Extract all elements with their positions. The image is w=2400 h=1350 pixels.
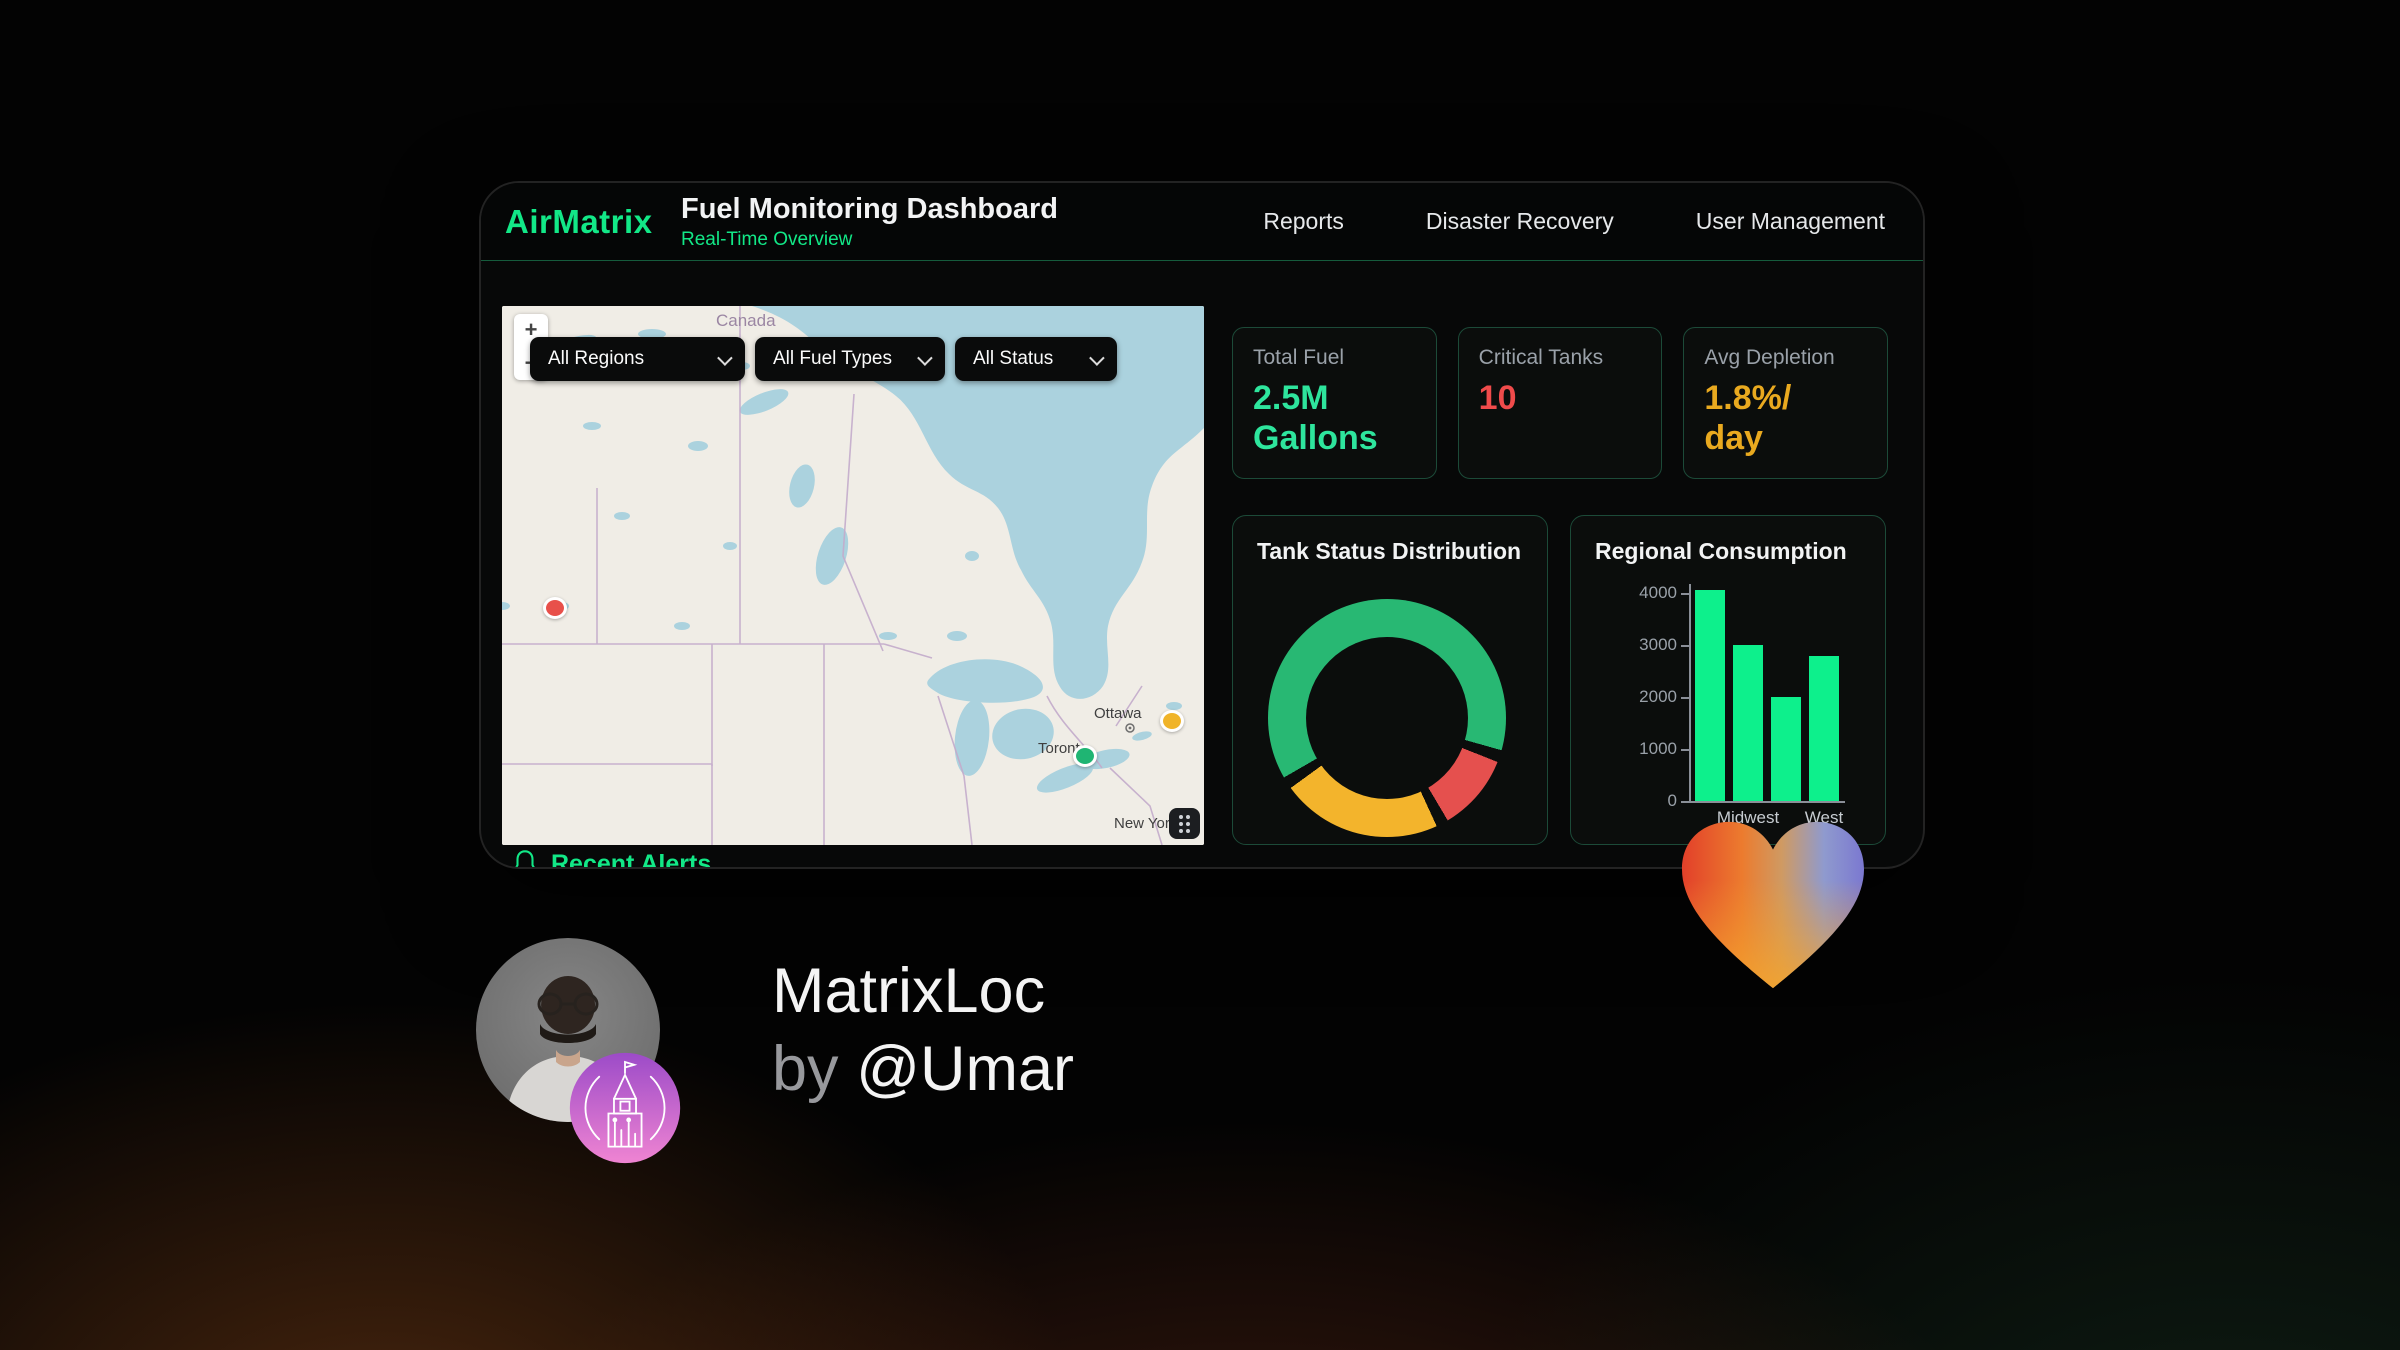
stat-label: Avg Depletion (1704, 346, 1835, 369)
stat-value: 1.8%/day (1704, 379, 1792, 458)
bar (1695, 590, 1725, 801)
capital-symbol (1125, 723, 1135, 733)
fuel-map[interactable]: Canada Ottawa Toronto New York + − All R… (502, 306, 1204, 845)
dashboard-window: AirMatrix Fuel Monitoring Dashboard Real… (479, 181, 1925, 869)
map-label-canada: Canada (716, 311, 776, 330)
stat-value: 2.5M Gallons (1253, 379, 1378, 458)
recent-alerts-title: Recent Alerts (551, 849, 712, 869)
y-tick-label: 4000 (1619, 583, 1689, 603)
tank-marker-critical[interactable] (542, 596, 567, 619)
filter-regions-label: All Regions (548, 348, 645, 369)
event-badge (568, 1051, 682, 1165)
donut-hole (1306, 637, 1468, 799)
nav-item-reports[interactable]: Reports (1263, 208, 1344, 234)
byline-prefix: by (772, 1034, 839, 1104)
stat-label: Total Fuel (1253, 346, 1345, 369)
right-column: Total Fuel 2.5M Gallons Critical Tanks 10… (1232, 327, 1889, 845)
hudson-bay-water (752, 306, 1204, 699)
page-subtitle: Real-Time Overview (681, 228, 853, 250)
stat-value: 10 (1478, 379, 1517, 417)
recent-alerts-section: Recent Alerts (511, 849, 712, 869)
tank-status-chart-card: Tank Status Distribution (1232, 515, 1548, 845)
regional-consumption-bar-chart: 0 1000 2000 3000 4000 Midwest West (1571, 516, 1887, 846)
bar (1771, 697, 1801, 801)
title-block: Fuel Monitoring Dashboard Real-Time Over… (681, 193, 1058, 251)
filter-fuel-types-select[interactable]: All Fuel Types (755, 337, 945, 381)
heart-icon (1682, 821, 1864, 989)
stat-card-avg-depletion: Avg Depletion 1.8%/day (1683, 327, 1889, 479)
chevron-down-icon (1089, 349, 1105, 366)
bell-icon (515, 850, 535, 867)
basemap: Canada Ottawa Toronto New York (502, 306, 1204, 845)
map-label-ottawa: Ottawa (1094, 705, 1142, 722)
y-tick-label: 1000 (1619, 739, 1689, 759)
x-axis (1689, 801, 1845, 803)
stat-label: Critical Tanks (1478, 346, 1604, 369)
bar (1733, 645, 1763, 801)
page-title: Fuel Monitoring Dashboard (681, 192, 1058, 225)
app-name: MatrixLoc (772, 956, 1046, 1026)
y-axis (1689, 584, 1691, 802)
filter-status-select[interactable]: All Status (955, 337, 1117, 381)
bar (1809, 656, 1839, 801)
filter-regions-select[interactable]: All Regions (530, 337, 745, 381)
charts-row: Tank Status Distribution Regional Consum… (1232, 515, 1888, 845)
chevron-down-icon (917, 349, 933, 366)
creator-credit: MatrixLoc by @Umar (772, 952, 1074, 1108)
regional-consumption-chart-card: Regional Consumption 0 1000 2000 3000 4000 Mi… (1570, 515, 1886, 845)
tank-marker-normal[interactable] (1072, 745, 1097, 768)
stat-card-critical-tanks: Critical Tanks 10 (1457, 327, 1663, 479)
tank-marker-warning[interactable] (1160, 710, 1185, 733)
nav-item-user-management[interactable]: User Management (1695, 208, 1885, 234)
y-tick-label: 2000 (1619, 687, 1689, 707)
chart-title: Tank Status Distribution (1257, 538, 1522, 564)
drag-handle[interactable] (1169, 808, 1200, 839)
y-tick-label: 3000 (1619, 635, 1689, 655)
dashboard-header: AirMatrix Fuel Monitoring Dashboard Real… (481, 183, 1923, 261)
filter-fuel-types-label: All Fuel Types (773, 348, 892, 369)
chart-title: Regional Consumption (1595, 538, 1847, 564)
map-label-new-york: New York (1114, 815, 1178, 832)
app-logo: AirMatrix (505, 202, 653, 240)
map-zoom-in-button[interactable]: + (524, 317, 538, 342)
map-filters: All Regions All Fuel Types All Status (530, 337, 1117, 381)
stat-card-total-fuel: Total Fuel 2.5M Gallons (1232, 327, 1437, 479)
chevron-down-icon (717, 349, 733, 366)
filter-status-label: All Status (973, 348, 1054, 369)
stats-row: Total Fuel 2.5M Gallons Critical Tanks 10… (1232, 327, 1889, 479)
nav-item-disaster-recovery[interactable]: Disaster Recovery (1425, 208, 1614, 234)
y-tick-label: 0 (1619, 791, 1689, 811)
main-nav: Reports Disaster Recovery User Managemen… (1263, 208, 1885, 235)
author-handle: @Umar (856, 1034, 1075, 1104)
